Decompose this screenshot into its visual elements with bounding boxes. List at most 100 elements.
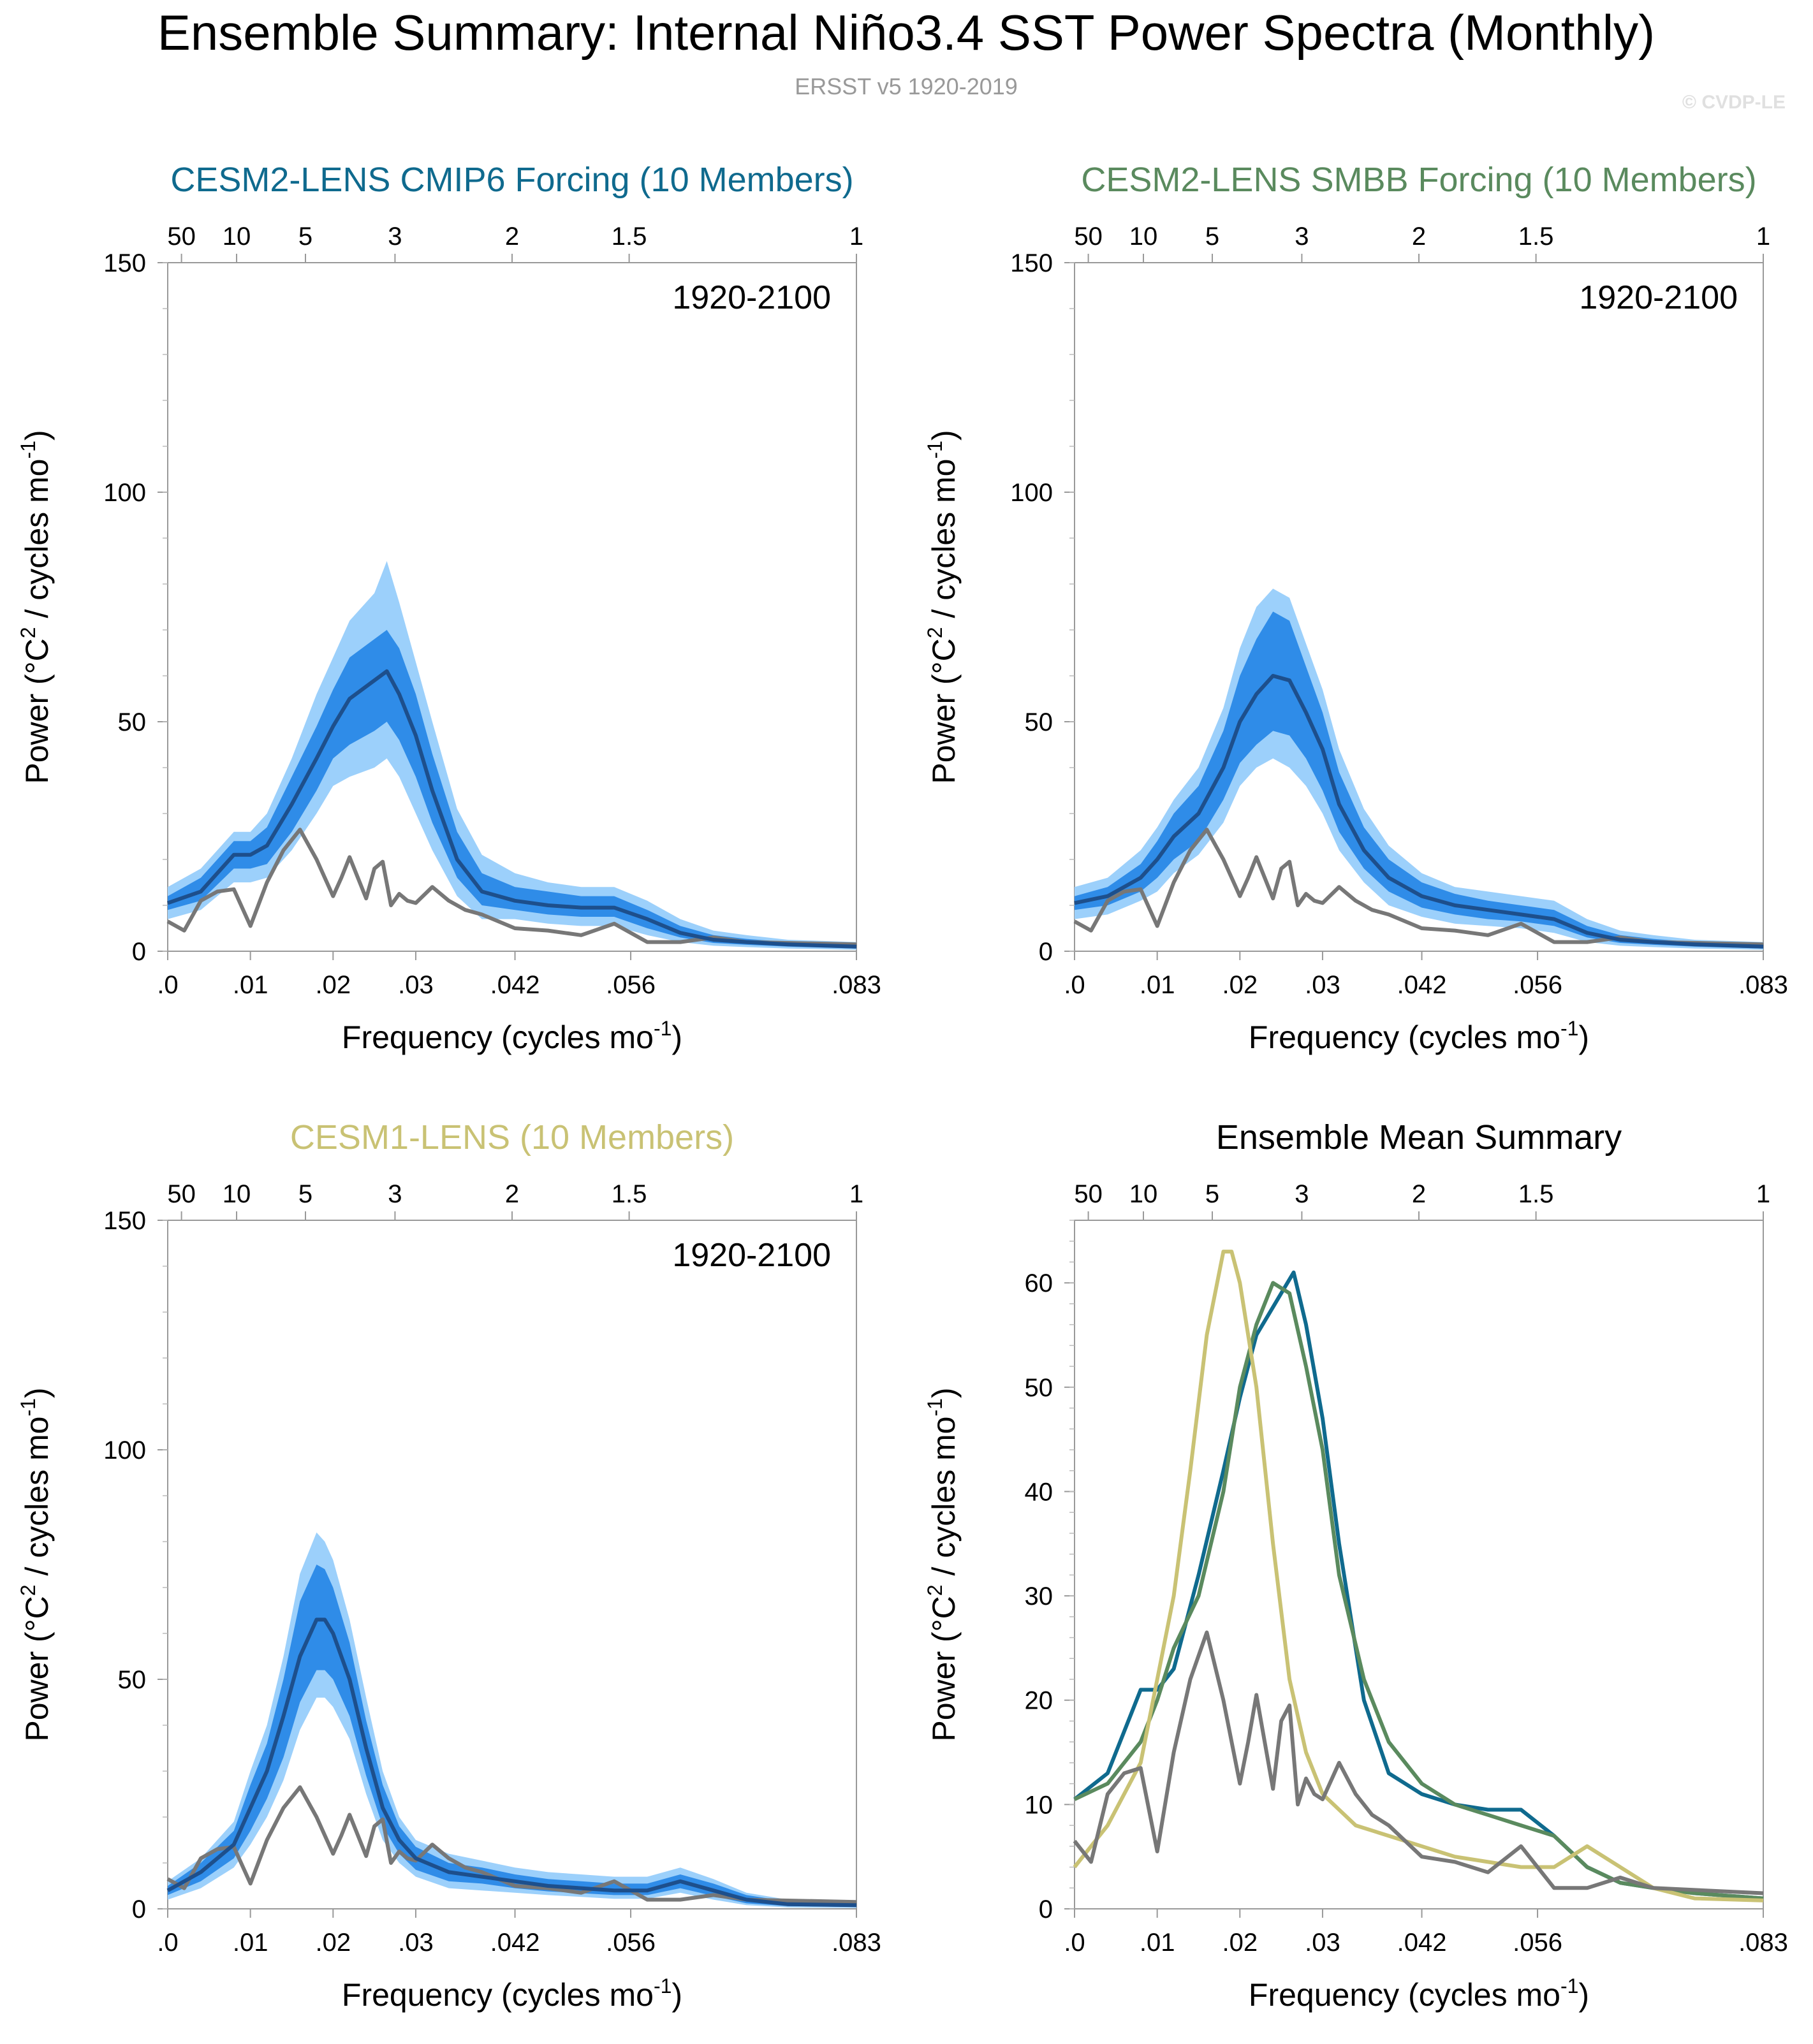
x-tick-label: .056 — [1513, 1929, 1562, 1957]
series-line-ersst-v5-1920-2019 — [1073, 1630, 1764, 1895]
y-axis-label: Power (°C2 / cycles mo-1) — [17, 430, 55, 784]
y-axis-label-exp: 2 — [17, 627, 40, 638]
y-axis-label-mid: / cycles mo — [926, 458, 962, 627]
copyright-notice: © CVDP-LE — [1682, 92, 1786, 113]
top-tick-label: 1.5 — [612, 223, 647, 251]
x-axis-label-exp: -1 — [654, 1017, 672, 1040]
x-axis-label: Frequency (cycles mo-1) — [342, 1975, 682, 2013]
figure-subtitle: ERSST v5 1920-2019 — [795, 73, 1018, 99]
y-axis-label-close: ) — [19, 1387, 55, 1398]
x-axis-label: Frequency (cycles mo-1) — [1249, 1017, 1589, 1055]
y-axis-label-mid: / cycles mo — [926, 1416, 962, 1584]
x-tick-label: .03 — [398, 971, 434, 999]
y-tick-label: 60 — [1025, 1269, 1053, 1297]
y-tick-label: 0 — [1039, 1895, 1053, 1924]
y-axis-label-mid: / cycles mo — [19, 458, 55, 627]
observed-spectrum-line — [166, 1785, 857, 1904]
series-line-cesm2-lens-cmip6-forcing — [1073, 1270, 1764, 1901]
y-tick-label: 30 — [1025, 1582, 1053, 1610]
y-axis-label-text: Power (°C — [19, 638, 55, 784]
x-axis-label-exp: -1 — [1560, 1975, 1578, 1997]
y-tick-label: 50 — [118, 1666, 147, 1694]
x-axis-label-exp: -1 — [654, 1975, 672, 1997]
y-tick-label: 0 — [132, 938, 146, 966]
y-axis-label-exp: 2 — [923, 1584, 946, 1596]
x-tick-label: .056 — [606, 971, 656, 999]
x-tick-label: .0 — [1064, 1929, 1085, 1957]
x-axis-label-close: ) — [672, 1977, 682, 2013]
x-tick-label: .01 — [1140, 971, 1175, 999]
y-tick-label: 150 — [103, 1207, 146, 1235]
y-tick-label: 150 — [1010, 249, 1053, 277]
outer-spread-band — [168, 561, 856, 950]
top-tick-label: 1.5 — [1518, 1180, 1554, 1208]
y-tick-label: 10 — [1025, 1791, 1053, 1819]
y-axis-label-close: ) — [19, 430, 55, 441]
panel-bottom-left: CESM1-LENS (10 Members)050100150.0.01.02… — [17, 1118, 881, 2013]
top-tick-label: 5 — [1205, 223, 1219, 251]
ensemble-mean-line — [166, 1617, 857, 1908]
period-label: 1920-2100 — [1579, 279, 1738, 316]
top-tick-label: 1.5 — [612, 1180, 647, 1208]
x-tick-label: .042 — [1397, 1929, 1447, 1957]
x-tick-label: .056 — [1513, 971, 1562, 999]
top-tick-label: 3 — [1295, 223, 1309, 251]
x-axis-label: Frequency (cycles mo-1) — [1249, 1975, 1589, 2013]
x-axis-label-text: Frequency (cycles mo — [342, 1977, 654, 2013]
y-axis-label: Power (°C2 / cycles mo-1) — [923, 430, 962, 784]
panel-title: CESM1-LENS (10 Members) — [290, 1118, 734, 1157]
inner-spread-band — [168, 630, 856, 949]
y-tick-label: 0 — [132, 1895, 146, 1924]
series-line-cesm2-lens-smbb-forcing — [1073, 1281, 1764, 1901]
top-tick-label: 3 — [388, 223, 402, 251]
y-axis-label-exp: -1 — [17, 441, 40, 458]
y-tick-label: 150 — [103, 249, 146, 277]
x-tick-label: .042 — [1397, 971, 1447, 999]
period-label: 1920-2100 — [672, 279, 831, 316]
top-tick-label: 1 — [1756, 223, 1770, 251]
x-tick-label: .01 — [1140, 1929, 1175, 1957]
x-tick-label: .042 — [490, 1929, 540, 1957]
x-tick-label: .083 — [832, 971, 881, 999]
top-tick-label: 1.5 — [1518, 223, 1554, 251]
y-axis-label-exp: -1 — [17, 1398, 40, 1416]
y-axis-label-mid: / cycles mo — [19, 1416, 55, 1584]
x-tick-label: .083 — [1738, 971, 1788, 999]
x-axis-label-text: Frequency (cycles mo — [1249, 1019, 1560, 1055]
top-tick-label: 3 — [1295, 1180, 1309, 1208]
y-tick-label: 50 — [1025, 1374, 1053, 1402]
panel-title: CESM2-LENS SMBB Forcing (10 Members) — [1081, 161, 1756, 199]
top-tick-label: 1 — [1756, 1180, 1770, 1208]
period-label: 1920-2100 — [672, 1237, 831, 1274]
x-tick-label: .0 — [1064, 971, 1085, 999]
y-axis-label-exp: 2 — [17, 1584, 40, 1596]
top-tick-label: 2 — [1412, 223, 1426, 251]
ensemble-mean-line — [167, 669, 857, 949]
panel-title: Ensemble Mean Summary — [1216, 1118, 1622, 1157]
top-tick-label: 10 — [223, 223, 251, 251]
y-axis-label-exp: 2 — [923, 627, 946, 638]
series-line-cesm1-lens — [1073, 1250, 1764, 1902]
x-axis-label-text: Frequency (cycles mo — [342, 1019, 654, 1055]
top-tick-label: 10 — [223, 1180, 251, 1208]
observed-spectrum-line — [1073, 828, 1764, 947]
x-tick-label: .083 — [832, 1929, 881, 1957]
x-tick-label: .01 — [233, 971, 268, 999]
top-tick-label: 3 — [388, 1180, 402, 1208]
x-tick-label: .042 — [490, 971, 540, 999]
x-tick-label: .03 — [1305, 1929, 1340, 1957]
x-axis-label-text: Frequency (cycles mo — [1249, 1977, 1560, 2013]
x-tick-label: .02 — [1222, 1929, 1258, 1957]
x-tick-label: .056 — [606, 1929, 656, 1957]
top-tick-label: 50 — [167, 223, 196, 251]
y-tick-label: 0 — [1039, 938, 1053, 966]
y-tick-label: 100 — [1010, 479, 1053, 507]
x-tick-label: .01 — [233, 1929, 268, 1957]
x-tick-label: .083 — [1738, 1929, 1788, 1957]
top-tick-label: 50 — [1074, 223, 1103, 251]
panel-top-left: CESM2-LENS CMIP6 Forcing (10 Members) 0 50… — [17, 161, 881, 1055]
y-tick-label: 50 — [1025, 708, 1053, 736]
ensemble-mean-line — [1074, 674, 1764, 949]
